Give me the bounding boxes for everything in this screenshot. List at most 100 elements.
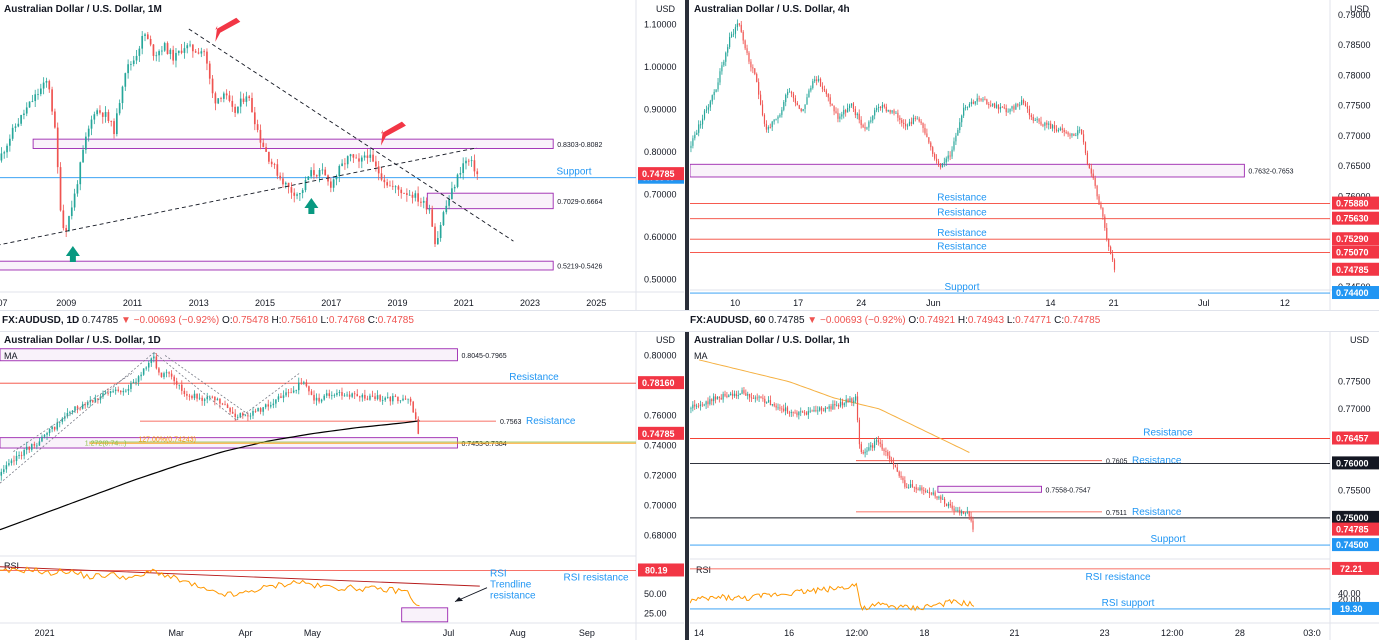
candle-body (734, 27, 737, 34)
candle-body (705, 401, 707, 405)
candle-body (76, 184, 79, 194)
candle-body (1052, 125, 1054, 129)
candle-body (855, 396, 857, 401)
candle-body (183, 48, 186, 53)
candle-body (924, 127, 926, 134)
candle-body (34, 94, 37, 102)
candle-body (777, 116, 779, 119)
candle-body (346, 156, 349, 165)
symbol-label[interactable]: FX:AUDUSD, 60 (690, 315, 766, 326)
candle-body (92, 400, 94, 402)
down-triangle-icon: ▼ (807, 315, 818, 326)
x-tick-label: 14 (694, 628, 704, 638)
h1-chart-svg[interactable]: USD0.775000.770000.765000.760000.755000.… (690, 331, 1379, 640)
candle-body (391, 185, 394, 187)
candle-body (323, 395, 325, 400)
x-tick-label: Jun (926, 298, 941, 308)
last-price-badge-label: 0.74785 (642, 429, 675, 439)
candle-body (769, 400, 772, 406)
indicator-label: MA (694, 351, 708, 361)
candle-body (90, 119, 93, 129)
candle-body (137, 376, 140, 382)
support-label: Support (1150, 534, 1185, 545)
rsi-badge-label: 72.21 (1340, 564, 1363, 574)
candle-body (170, 373, 173, 377)
rsi-trendline-label: Trendline (490, 580, 532, 591)
h4-chart-pane[interactable]: Australian Dollar / U.S. Dollar, 4h USD 0… (690, 0, 1379, 310)
channel-line (164, 355, 251, 416)
candle-body (359, 396, 361, 398)
candle-body (338, 392, 341, 393)
candle-body (699, 404, 702, 406)
candle-body (943, 162, 945, 164)
x-tick-label: 2023 (520, 298, 540, 308)
candle-body (812, 81, 814, 88)
daily-chart-pane[interactable]: Australian Dollar / U.S. Dollar, 1D USD 0… (0, 331, 684, 640)
candle-body (1108, 238, 1110, 247)
rsi-support-badge (1332, 601, 1379, 615)
candle-body (142, 368, 145, 375)
candle-body (934, 153, 936, 159)
candle-body (10, 460, 13, 464)
down-left-arrow-icon (380, 121, 406, 146)
candle-body (715, 89, 717, 92)
candle-body (866, 450, 868, 452)
price-badge-label: 0.78160 (642, 378, 675, 388)
descending-trendline (188, 28, 514, 242)
candle-body (692, 138, 694, 146)
candle-body (787, 91, 789, 95)
candle-body (701, 118, 704, 125)
candle-body (892, 461, 895, 466)
y-tick-label: 0.77000 (1338, 404, 1371, 414)
symbol-label[interactable]: FX:AUDUSD, 1D (2, 315, 80, 326)
candle-body (707, 107, 709, 110)
candle-body (48, 81, 51, 90)
resistance-label: Resistance (937, 193, 987, 204)
candle-body (872, 445, 874, 448)
candle-body (951, 505, 953, 509)
monthly-chart-pane[interactable]: Australian Dollar / U.S. Dollar, 1M USD 1… (0, 0, 684, 310)
candle-body (329, 181, 332, 188)
x-tick-label: 007 (0, 298, 8, 308)
candle-body (23, 449, 25, 456)
candle-body (1086, 153, 1089, 165)
candle-body (397, 396, 399, 402)
level-value-label: 0.7511 (1106, 510, 1127, 517)
candle-body (1082, 134, 1085, 143)
candle-body (1081, 129, 1083, 135)
daily-chart-svg[interactable]: USD0.800000.780000.760000.740000.720000.… (0, 331, 684, 640)
candle-body (242, 413, 244, 416)
candle-body (431, 209, 434, 227)
monthly-chart-svg[interactable]: USD 1.10000 1.00000 0.90000 0.80000 0.70000 0.… (0, 0, 684, 310)
candle-body (376, 395, 379, 400)
candle-body (216, 398, 219, 401)
candle-body (196, 393, 198, 399)
h1-chart-pane[interactable]: Australian Dollar / U.S. Dollar, 1h USD 0… (690, 331, 1379, 640)
candle-body (374, 396, 376, 400)
candle-body (959, 510, 961, 514)
candle-body (335, 176, 338, 180)
candle-body (831, 104, 833, 106)
candle-body (239, 98, 242, 107)
x-tick-label: 12 (1280, 298, 1290, 308)
candle-body (121, 86, 124, 104)
candle-body (963, 107, 965, 116)
candle-body (957, 510, 959, 511)
candle-body (944, 498, 946, 504)
last-price-badge (1332, 262, 1379, 276)
candle-body (731, 393, 734, 396)
price-badge (1332, 510, 1379, 524)
candle-body (922, 123, 924, 128)
candle-body (992, 103, 994, 106)
zone-box (0, 260, 554, 271)
support-label: Support (556, 167, 591, 178)
pointer-arrowhead-icon (455, 596, 463, 602)
x-tick-label: 12:00 (845, 628, 868, 638)
candle-body (819, 407, 821, 411)
candle-body (796, 102, 798, 106)
candle-body (228, 95, 231, 101)
candle-body (117, 389, 119, 391)
candle-body (203, 51, 205, 53)
candle-body (807, 411, 809, 415)
